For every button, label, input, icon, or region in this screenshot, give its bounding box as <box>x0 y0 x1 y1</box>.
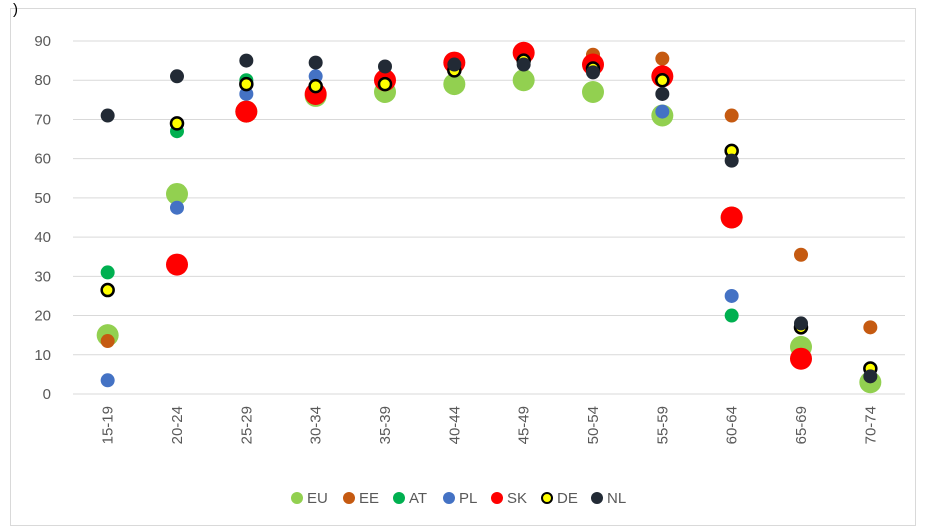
y-axis-ticks: 0 10 20 30 40 50 60 70 80 90 <box>34 33 51 403</box>
y-tick-label: 30 <box>34 268 51 285</box>
legend-label: DE <box>557 490 578 507</box>
data-point-at <box>100 265 115 280</box>
x-tick-label: 50-54 <box>585 406 602 444</box>
series-nl <box>100 53 878 384</box>
data-point-de <box>169 116 185 131</box>
data-point-sk <box>166 253 188 276</box>
legend: EU EE AT PL SK DE NL <box>291 490 626 507</box>
legend-item-ee: EE <box>343 490 379 507</box>
y-tick-label: 40 <box>34 229 51 246</box>
x-axis-ticks: 15-19 20-24 25-29 30-34 35-39 40-44 45-49 50-54… <box>100 406 880 444</box>
data-point-pl <box>655 104 670 119</box>
legend-marker <box>591 492 603 504</box>
legend-marker <box>491 492 503 504</box>
cropped-top-text: ) <box>13 1 18 18</box>
y-tick-label: 10 <box>34 347 51 364</box>
legend-label: AT <box>409 490 427 507</box>
data-points <box>96 41 882 394</box>
data-point-sk <box>790 347 812 370</box>
data-point-pl <box>100 373 115 388</box>
x-tick-label: 55-59 <box>654 406 671 444</box>
legend-marker <box>393 492 405 504</box>
data-point-ee <box>794 247 808 262</box>
data-point-nl <box>447 57 462 72</box>
y-tick-label: 80 <box>34 72 51 89</box>
legend-marker <box>291 492 303 504</box>
y-tick-label: 90 <box>34 33 51 50</box>
legend-item-at: AT <box>393 490 427 507</box>
data-point-pl <box>724 288 739 303</box>
grid-lines <box>73 40 905 395</box>
chart-frame: ) 0 10 20 30 40 50 60 70 80 90 15-19 20-24 25-29 30-… <box>10 1 916 526</box>
data-point-eu <box>582 80 604 103</box>
x-tick-label: 40-44 <box>446 406 463 444</box>
data-point-nl <box>308 55 323 70</box>
data-point-nl <box>586 65 600 80</box>
y-tick-label: 50 <box>34 190 51 207</box>
legend-label: PL <box>459 490 477 507</box>
x-tick-label: 60-64 <box>724 406 741 444</box>
data-point-de <box>100 282 115 298</box>
data-point-eu <box>166 182 188 205</box>
legend-item-de: DE <box>541 490 578 507</box>
y-tick-label: 20 <box>34 308 51 325</box>
data-point-de <box>239 76 254 92</box>
legend-label: NL <box>607 490 626 507</box>
x-tick-label: 25-29 <box>238 406 255 444</box>
data-point-nl <box>516 57 531 72</box>
legend-label: SK <box>507 490 527 507</box>
legend-marker <box>443 492 455 504</box>
data-point-nl <box>100 108 115 123</box>
x-tick-label: 15-19 <box>100 406 117 444</box>
data-point-eu <box>443 73 466 96</box>
y-tick-label: 0 <box>43 386 51 403</box>
data-point-ee <box>724 108 739 123</box>
data-point-pl <box>170 200 184 215</box>
data-point-sk <box>720 206 743 229</box>
y-tick-label: 70 <box>34 111 51 128</box>
data-point-eu <box>512 69 535 92</box>
legend-item-nl: NL <box>591 490 626 507</box>
data-point-ee <box>100 334 115 349</box>
x-tick-label: 30-34 <box>308 406 325 444</box>
scatter-chart: 0 10 20 30 40 50 60 70 80 90 15-19 20-24 25-29 30-34… <box>34 33 905 507</box>
data-point-nl <box>378 59 392 74</box>
x-tick-label: 65-69 <box>793 406 810 444</box>
legend-label: EU <box>307 490 328 507</box>
legend-item-sk: SK <box>491 490 527 507</box>
x-tick-label: 45-49 <box>516 406 533 444</box>
x-tick-label: 70-74 <box>862 406 879 444</box>
legend-marker <box>343 492 355 504</box>
data-point-de <box>377 76 393 92</box>
series-eu <box>96 69 882 394</box>
data-point-de <box>308 78 323 94</box>
data-point-nl <box>239 53 254 68</box>
data-point-nl <box>724 153 739 168</box>
data-point-at <box>724 308 739 323</box>
x-tick-label: 35-39 <box>377 406 394 444</box>
data-point-ee <box>863 320 878 335</box>
data-point-nl <box>794 316 808 331</box>
data-point-nl <box>655 86 670 101</box>
legend-label: EE <box>359 490 379 507</box>
data-point-sk <box>235 100 258 123</box>
data-point-nl <box>170 69 184 84</box>
series-de <box>100 53 878 376</box>
legend-item-pl: PL <box>443 490 477 507</box>
series-sk <box>166 41 812 370</box>
legend-marker <box>541 492 553 504</box>
series-pl <box>100 69 739 388</box>
y-tick-label: 60 <box>34 151 51 168</box>
x-tick-label: 20-24 <box>169 406 186 444</box>
data-point-ee <box>655 51 670 66</box>
legend-item-eu: EU <box>291 490 328 507</box>
data-point-de <box>655 72 670 88</box>
data-point-nl <box>863 369 878 384</box>
